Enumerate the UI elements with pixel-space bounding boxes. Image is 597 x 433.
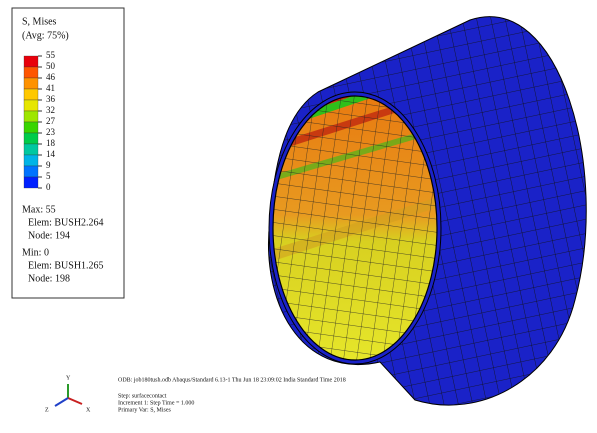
legend-value: 36 bbox=[46, 94, 56, 104]
legend-value: 32 bbox=[46, 105, 55, 115]
footer-increment: Increment 1: Step Time = 1.000 bbox=[118, 400, 194, 406]
axis-triad: Y Z X bbox=[45, 375, 91, 413]
triad-y: Y bbox=[66, 375, 71, 381]
legend-subtitle: (Avg: 75%) bbox=[22, 30, 69, 41]
legend-swatch bbox=[24, 100, 38, 111]
viewport: S, Mises (Avg: 75%) 55504641363227231814… bbox=[0, 0, 597, 433]
legend-swatch bbox=[24, 122, 38, 133]
legend-value: 9 bbox=[46, 160, 51, 170]
min-node: Node: 198 bbox=[28, 273, 70, 284]
triad-x: X bbox=[86, 407, 91, 413]
legend-swatch bbox=[24, 133, 38, 144]
footer-step: Step: surfacecontact bbox=[118, 392, 167, 399]
legend-value: 0 bbox=[46, 182, 51, 192]
legend-swatch bbox=[24, 155, 38, 166]
legend-value: 46 bbox=[46, 72, 56, 82]
model bbox=[268, 17, 586, 405]
min-elem: Elem: BUSH1.265 bbox=[28, 260, 104, 271]
legend-swatch bbox=[24, 166, 38, 177]
legend-value: 23 bbox=[46, 127, 56, 137]
footer-odb: ODB: job180tush.odb Abaqus/Standard 6.13… bbox=[118, 377, 346, 383]
legend-value: 5 bbox=[46, 171, 51, 181]
legend-swatch bbox=[24, 111, 38, 122]
legend-swatch bbox=[24, 56, 38, 67]
legend-swatch bbox=[24, 177, 38, 188]
legend-value: 14 bbox=[46, 149, 56, 159]
max-label: Max: 55 bbox=[22, 204, 56, 215]
triad-z: Z bbox=[45, 407, 49, 413]
max-node: Node: 194 bbox=[28, 230, 70, 241]
max-elem: Elem: BUSH2.264 bbox=[28, 217, 104, 228]
legend-value: 18 bbox=[46, 138, 56, 148]
legend-title: S, Mises bbox=[22, 16, 57, 27]
legend-swatch bbox=[24, 89, 38, 100]
legend-swatch bbox=[24, 144, 38, 155]
legend-value: 41 bbox=[46, 83, 55, 93]
legend-value: 27 bbox=[46, 116, 56, 126]
footer-primary: Primary Var: S, Mises bbox=[118, 407, 172, 413]
legend-swatch bbox=[24, 67, 38, 78]
legend-value: 50 bbox=[46, 61, 56, 71]
min-label: Min: 0 bbox=[22, 247, 49, 258]
legend-value: 55 bbox=[46, 50, 56, 60]
legend-swatch bbox=[24, 78, 38, 89]
